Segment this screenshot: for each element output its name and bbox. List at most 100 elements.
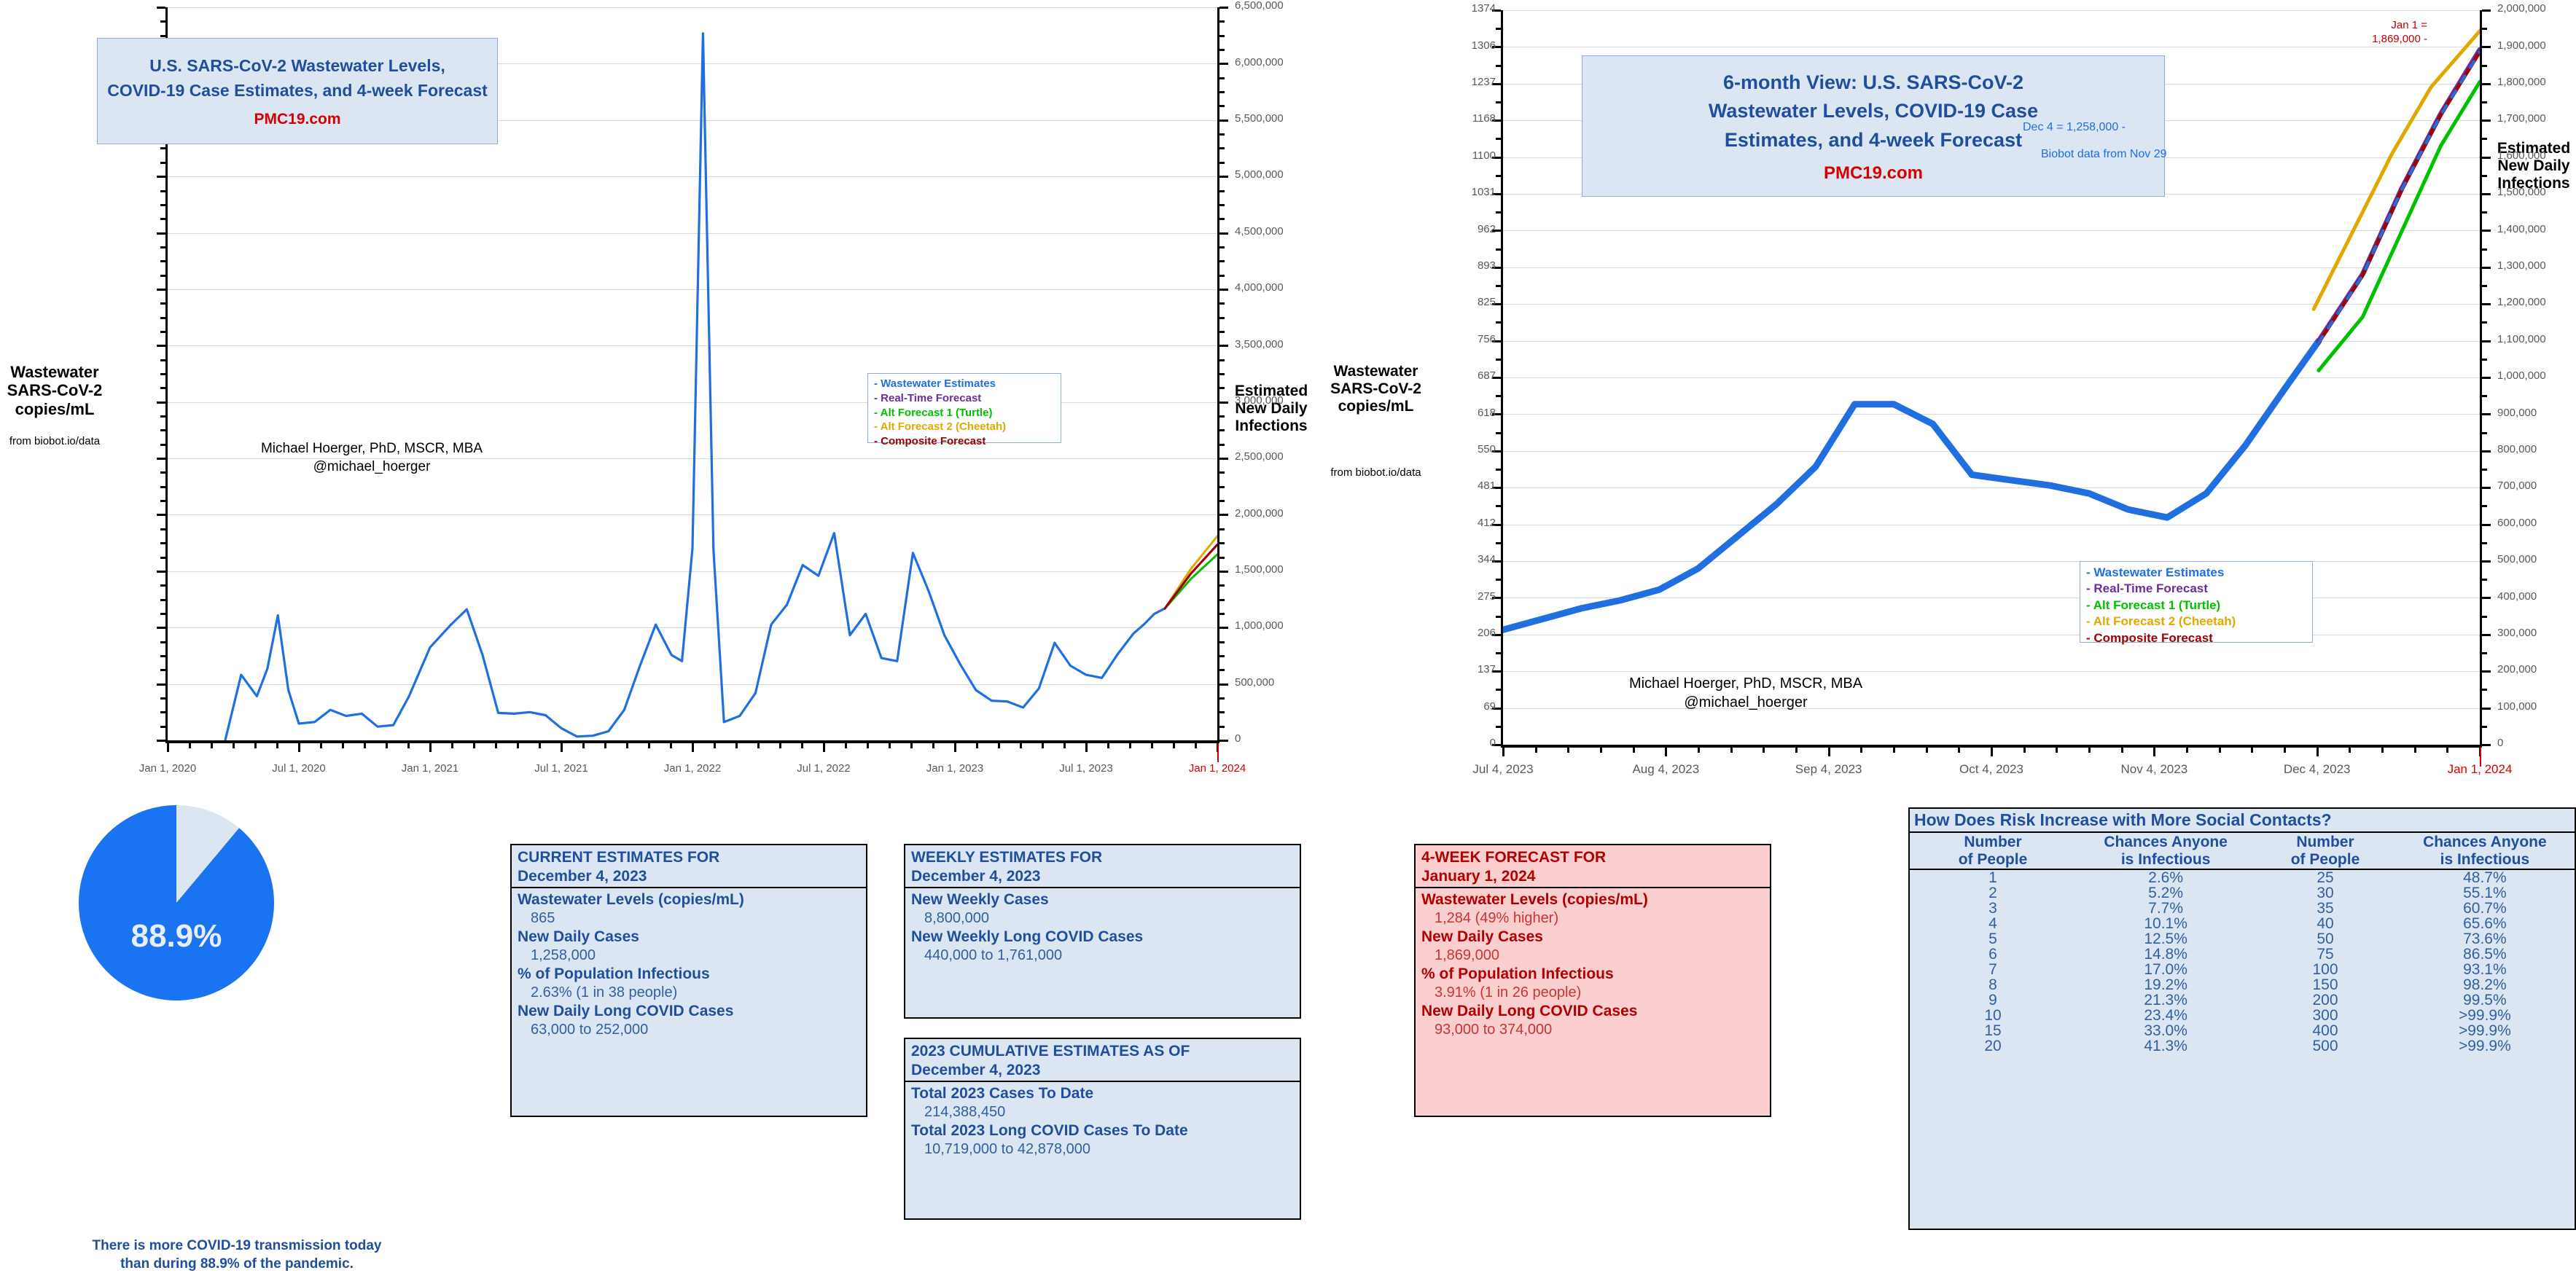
y-axis-tick-mark — [1492, 707, 1501, 710]
table-row: 1 2.6% 25 48.7% — [1910, 869, 2575, 885]
y-axis-tick-mark — [2482, 597, 2491, 600]
y-axis-tick-mark — [1219, 598, 1225, 601]
x-axis-tick-mark — [976, 743, 978, 748]
y-axis-right-tick-label: 500,000 — [2497, 553, 2537, 566]
right-chart-url[interactable]: PMC19.com — [1823, 162, 1924, 183]
x-axis-tick-mark — [2120, 748, 2123, 753]
row-value: 3.91% (1 in 26 people) — [1435, 984, 1582, 1000]
x-axis-tick-mark — [1958, 748, 1961, 753]
y-axis-tick-mark — [1219, 627, 1228, 630]
table-cell: 93.1% — [2463, 961, 2507, 979]
y-axis-tick-mark — [2482, 652, 2487, 654]
y-axis-tick-mark — [1219, 711, 1225, 714]
row-key: New Daily Long COVID Cases — [1421, 1002, 1638, 1019]
y-axis-right-tick-label: 1,600,000 — [2497, 149, 2546, 162]
y-axis-tick-mark — [1496, 101, 1501, 103]
gridline — [168, 289, 1217, 290]
x-axis-tick-mark — [823, 743, 825, 752]
y-axis-tick-label: 1374 — [1471, 2, 1496, 15]
table-cell: 6 — [1988, 946, 1997, 963]
left-chart-title-line-2: COVID-19 Case Estimates, and 4-week Fore… — [107, 80, 488, 100]
y-axis-tick-mark — [1492, 303, 1501, 306]
x-axis-tick-mark — [1632, 748, 1635, 753]
y-axis-tick-mark — [1496, 469, 1501, 471]
annotation-jan1-line-1: Jan 1 = — [2391, 19, 2427, 31]
percentile-pie-chart: 88.9% — [79, 805, 274, 1000]
y-axis-right-tick-label: 100,000 — [2497, 700, 2537, 713]
y-axis-tick-mark — [160, 725, 165, 728]
x-axis-tick-mark — [1893, 748, 1895, 753]
y-axis-tick-mark — [160, 359, 165, 361]
y-axis-tick-mark — [1219, 316, 1225, 319]
x-axis-tick-mark — [2381, 748, 2384, 753]
x-axis-tick-label: Jul 1, 2020 — [272, 762, 326, 775]
chart-panel-six-month: Wastewater SARS-CoV-2 copies/mL from bio… — [1312, 0, 2576, 783]
y-axis-tick-mark — [1492, 9, 1501, 12]
gridline — [1503, 10, 2480, 11]
risk-col-header-4: Chances Anyone is Infectious — [2394, 833, 2575, 871]
x-axis-tick-mark — [429, 743, 432, 752]
y-axis-tick-mark — [1219, 387, 1225, 390]
credit-handle: @michael_hoerger — [313, 458, 431, 474]
x-axis-tick-mark — [1129, 743, 1131, 748]
x-axis-tick-mark — [932, 743, 934, 748]
y-axis-tick-mark — [160, 669, 165, 672]
x-axis-tick-mark — [954, 743, 956, 752]
y-axis-tick-label: 618 — [1477, 406, 1496, 419]
y-axis-title-line-2: SARS-CoV-2 — [7, 381, 103, 400]
x-axis-tick-mark — [1860, 748, 1863, 753]
y-axis-right-title-line-1: Estimated — [1234, 383, 1308, 399]
x-axis-tick-mark — [910, 743, 913, 748]
table-cell: 50 — [2317, 931, 2334, 948]
y-axis-tick-mark — [157, 288, 165, 291]
table-cell: 400 — [2312, 1022, 2338, 1040]
table-row: 2 5.2% 30 55.1% — [1910, 885, 2575, 901]
y-axis-tick-mark — [1219, 740, 1228, 742]
x-axis-tick-mark — [364, 743, 366, 748]
x-axis-tick-mark — [1063, 743, 1066, 748]
y-axis-tick-mark — [1219, 528, 1225, 530]
table-row: 8 19.2% 150 98.2% — [1910, 977, 2575, 992]
gridline — [168, 402, 1217, 403]
y-axis-tick-mark — [2482, 670, 2491, 673]
y-axis-right-tick-label: 1,000,000 — [2497, 369, 2546, 383]
y-axis-tick-mark — [1492, 633, 1501, 636]
row-key: Total 2023 Long COVID Cases To Date — [911, 1122, 1188, 1140]
y-axis-right-tick-label: 3,000,000 — [1235, 393, 1284, 407]
chart-panel-full-history: Wastewater SARS-CoV-2 copies/mL from bio… — [0, 0, 1312, 783]
table-cell: 7 — [1988, 961, 1997, 979]
x-axis-tick-label: Jul 4, 2023 — [1472, 762, 1534, 776]
x-axis-tick-mark — [276, 743, 278, 748]
y-axis-tick-mark — [1219, 471, 1225, 474]
table-cell: 5.2% — [2148, 885, 2184, 902]
table-row: 7 17.0% 100 93.1% — [1910, 962, 2575, 977]
y-axis-tick-mark — [1219, 274, 1225, 277]
x-axis-tick-mark — [735, 743, 738, 748]
y-axis-tick-label: 137 — [1477, 663, 1496, 676]
y-axis-tick-label: 962 — [1477, 222, 1496, 235]
four-week-forecast-box: 4-WEEK FORECAST FOR January 1, 2024 Wast… — [1414, 844, 1771, 1117]
row-key: New Daily Cases — [1421, 928, 1543, 946]
y-axis-tick-mark — [1492, 377, 1501, 379]
right-chart-data-source: from biobot.io/data — [1330, 466, 1421, 479]
header-line-1: CURRENT ESTIMATES FOR — [518, 849, 720, 866]
table-cell: 10 — [1984, 1007, 2002, 1025]
legend-item-composite: - Composite Forecast — [874, 435, 986, 448]
x-axis-line — [165, 740, 1219, 743]
legend-item-wastewater: - Wastewater Estimates — [874, 377, 996, 390]
y-axis-tick-mark — [1219, 443, 1225, 446]
current-estimates-box: CURRENT ESTIMATES FOR December 4, 2023 W… — [510, 844, 867, 1117]
y-axis-tick-mark — [1496, 615, 1501, 618]
table-cell: 25 — [2317, 869, 2334, 887]
y-axis-right-tick-label: 1,900,000 — [2497, 39, 2546, 52]
header-line-1: 2023 CUMULATIVE ESTIMATES AS OF — [911, 1043, 1190, 1059]
table-cell: 10.1% — [2144, 915, 2187, 933]
left-chart-url[interactable]: PMC19.com — [254, 110, 341, 128]
x-axis-tick-mark — [2088, 748, 2091, 753]
y-axis-right-tick-label: 1,100,000 — [2497, 332, 2546, 345]
y-axis-tick-label: 344 — [1477, 553, 1496, 566]
y-axis-tick-mark — [1219, 500, 1225, 503]
y-axis-tick-mark — [2482, 725, 2487, 728]
table-cell: 20 — [1984, 1038, 2002, 1055]
header-line-1: 4-WEEK FORECAST FOR — [1421, 849, 1607, 866]
